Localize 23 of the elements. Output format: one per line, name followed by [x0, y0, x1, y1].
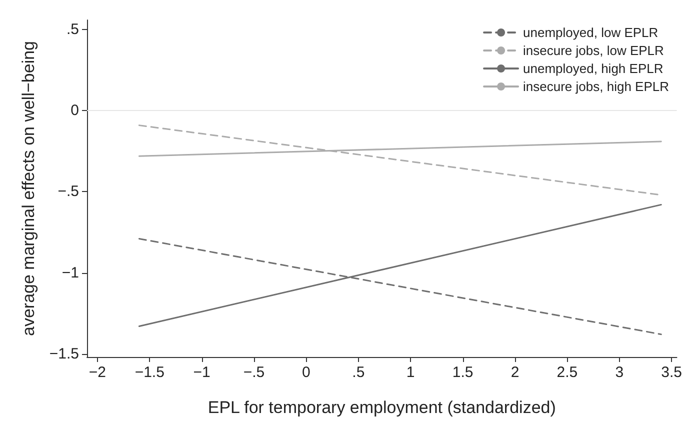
legend-label: unemployed, low EPLR — [523, 25, 658, 40]
y-tick-label: −.5 — [58, 183, 79, 200]
y-tick-label: −1 — [62, 264, 79, 282]
y-axis-title: average marginal effects on well−being — [19, 40, 38, 336]
x-tick-label: 3.5 — [661, 364, 682, 381]
x-tick-label: 2.5 — [556, 364, 578, 381]
y-tick-label: 0 — [70, 102, 79, 120]
x-tick-label: 1.5 — [452, 364, 474, 381]
x-tick-label: −1 — [193, 364, 210, 381]
legend-label: unemployed, high EPLR — [523, 61, 664, 76]
x-tick-label: −1.5 — [134, 364, 164, 381]
x-axis-title: EPL for temporary employment (standardized) — [208, 398, 556, 417]
x-tick-label: 2 — [510, 364, 520, 381]
x-tick-label: 3 — [615, 364, 624, 381]
x-tick-label: 0 — [302, 364, 310, 381]
y-tick-label: .5 — [66, 21, 79, 38]
x-tick-label: .5 — [352, 364, 365, 381]
legend-label: insecure jobs, low EPLR — [523, 43, 664, 58]
x-tick-label: −2 — [88, 364, 106, 381]
y-tick-label: −1.5 — [49, 345, 79, 362]
x-tick-label: 1 — [406, 364, 415, 381]
legend-label: insecure jobs, high EPLR — [523, 79, 670, 94]
x-tick-label: −.5 — [243, 364, 265, 381]
